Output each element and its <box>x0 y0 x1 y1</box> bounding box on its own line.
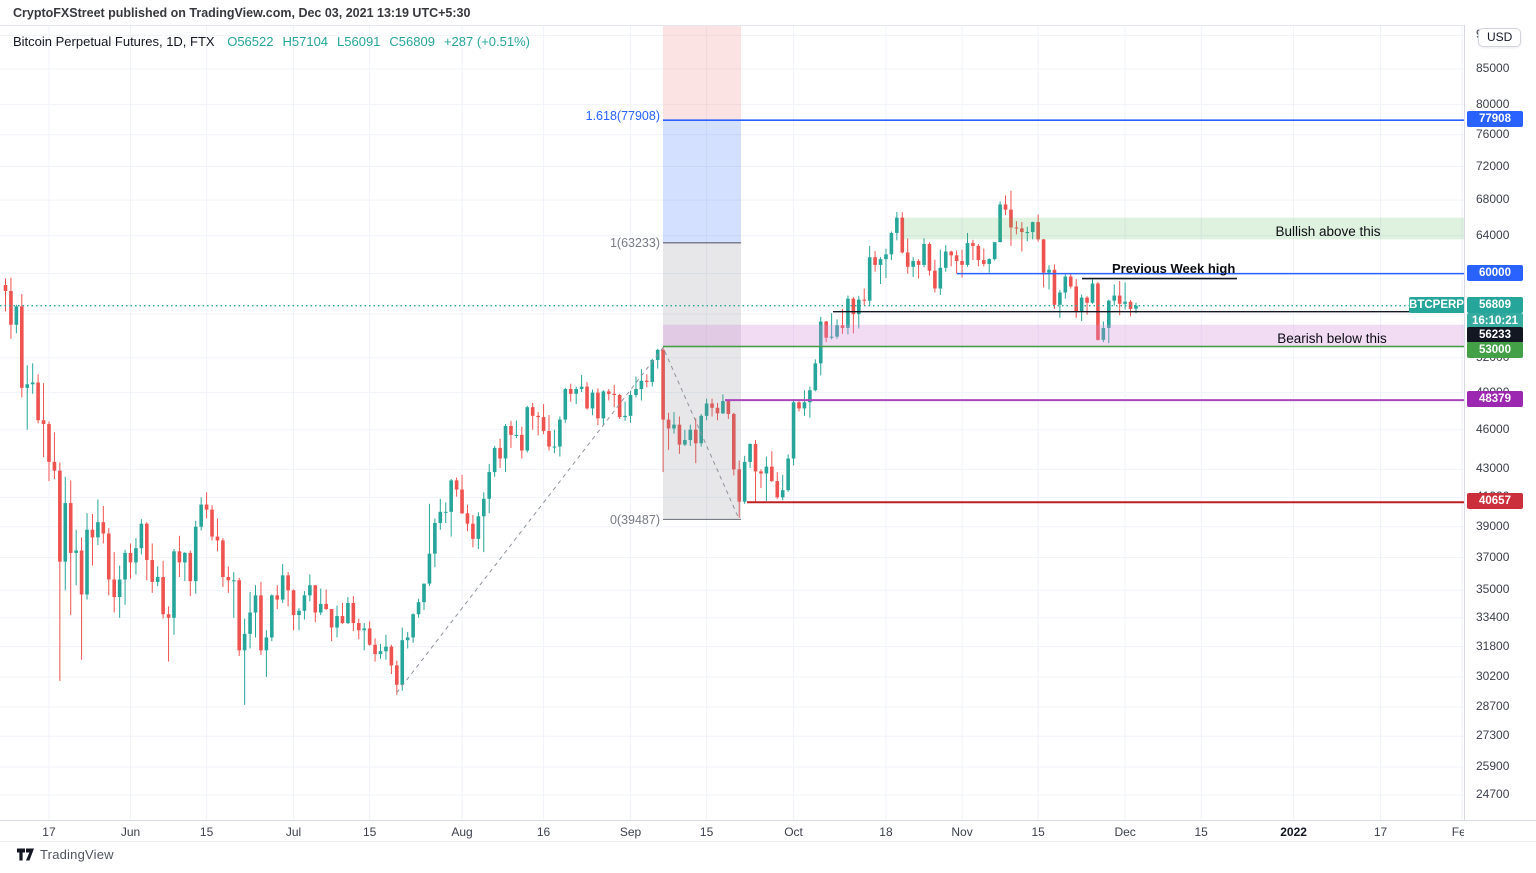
price-badge-56233: 56233 <box>1467 326 1523 343</box>
fib-1618-label: 1.618(77908) <box>585 109 660 123</box>
price-tick: 35000 <box>1476 582 1510 597</box>
time-tick-15: 15 <box>1194 825 1208 839</box>
dashed-trendline <box>396 346 740 694</box>
price-tick: 80000 <box>1476 96 1510 111</box>
price-tick: 64000 <box>1476 227 1510 242</box>
time-tick-Oct: Oct <box>784 825 803 839</box>
time-tick-Dec: Dec <box>1114 825 1136 839</box>
price-badge-60000: 60000 <box>1467 264 1523 281</box>
prev-week-high-label: Previous Week high <box>1112 261 1236 276</box>
price-tick: 31800 <box>1476 638 1510 653</box>
price-tick: 28700 <box>1476 698 1510 713</box>
fib-0-label: 0(39487) <box>609 513 660 527</box>
price-badge-53000: 53000 <box>1467 341 1523 358</box>
time-tick-17: 17 <box>1373 825 1388 839</box>
price-badge-56809: 56809 <box>1467 296 1523 313</box>
time-tick-2022: 2022 <box>1280 825 1307 839</box>
price-tick: 39000 <box>1476 518 1510 533</box>
tradingview-logo[interactable]: TradingView <box>17 847 114 862</box>
time-tick-15: 15 <box>199 825 214 839</box>
ohlc-h: H57104 <box>282 34 329 49</box>
symbol-title[interactable]: Bitcoin Perpetual Futures, 1D, FTX <box>13 34 215 49</box>
symbol-legend: Bitcoin Perpetual Futures, 1D, FTX O5652… <box>13 34 530 49</box>
level-lines <box>663 119 1464 504</box>
time-tick-Sep: Sep <box>619 825 642 839</box>
countdown-badge: 16:10:21 <box>1467 312 1523 329</box>
time-tick-Jun: Jun <box>120 825 141 839</box>
price-tick: 76000 <box>1476 126 1510 141</box>
time-tick-Nov: Nov <box>951 825 973 839</box>
ohlc-o: O56522 <box>227 34 274 49</box>
price-tick: 24700 <box>1476 787 1510 802</box>
bearish-zone-label: Bearish below this <box>1277 331 1387 346</box>
fib-band <box>663 26 741 521</box>
price-tick: 43000 <box>1476 461 1510 476</box>
ohlc-values: O56522 H57104 L56091 C56809 +287 (+0.51%) <box>218 34 530 49</box>
candlestick-plot[interactable] <box>0 26 1464 820</box>
time-tick-Jul: Jul <box>285 825 302 839</box>
time-tick-16: 16 <box>536 825 551 839</box>
price-tick: 68000 <box>1476 192 1510 207</box>
bullish-zone-label: Bullish above this <box>1275 224 1381 239</box>
fib-1-label: 1(63233) <box>609 236 660 250</box>
tradingview-wordmark: TradingView <box>40 847 114 862</box>
price-tick: 33400 <box>1476 609 1510 624</box>
bearish-zone <box>663 324 1464 347</box>
time-tick-18: 18 <box>879 825 893 839</box>
ohlc-c: C56809 <box>389 34 435 49</box>
tradingview-mark-icon <box>17 848 34 861</box>
currency-button[interactable]: USD <box>1478 28 1522 47</box>
ohlc-l: L56091 <box>337 34 381 49</box>
price-tick: 27300 <box>1476 728 1510 743</box>
time-tick-15: 15 <box>699 825 714 839</box>
attribution-bar: CryptoFXStreet published on TradingView.… <box>0 0 1536 25</box>
change-value: +287 (+0.51%) <box>443 34 530 49</box>
price-tick: 85000 <box>1476 60 1510 75</box>
price-tick: 72000 <box>1476 158 1510 173</box>
price-badge-77908: 77908 <box>1467 111 1523 128</box>
time-tick-Feb: Feb <box>1451 825 1464 839</box>
time-tick-Aug: Aug <box>451 825 473 839</box>
time-tick-15: 15 <box>362 825 377 839</box>
price-tick: 46000 <box>1476 421 1510 436</box>
price-badge-40657: 40657 <box>1467 493 1523 510</box>
price-tick: 30200 <box>1476 668 1510 683</box>
candles <box>3 190 1138 705</box>
price-tick: 37000 <box>1476 549 1510 564</box>
price-badge-48379: 48379 <box>1467 391 1523 408</box>
bullish-zone <box>903 217 1464 240</box>
time-axis[interactable]: 17 Jun 15 Jul 15 Aug 16 Sep 15 Oct 18 Nov 15 Dec 15 202… <box>0 820 1536 842</box>
chart-area[interactable]: Bitcoin Perpetual Futures, 1D, FTX O5652… <box>0 25 1464 820</box>
symbol-price-tag: BTCPERP <box>1409 296 1464 313</box>
price-tick: 25900 <box>1476 759 1510 774</box>
price-axis[interactable]: USD 900008500080000760007200068000640006… <box>1464 25 1536 842</box>
time-tick-17: 17 <box>42 825 56 839</box>
time-tick-15: 15 <box>1031 825 1045 839</box>
attribution-text: CryptoFXStreet published on TradingView.… <box>13 5 471 20</box>
